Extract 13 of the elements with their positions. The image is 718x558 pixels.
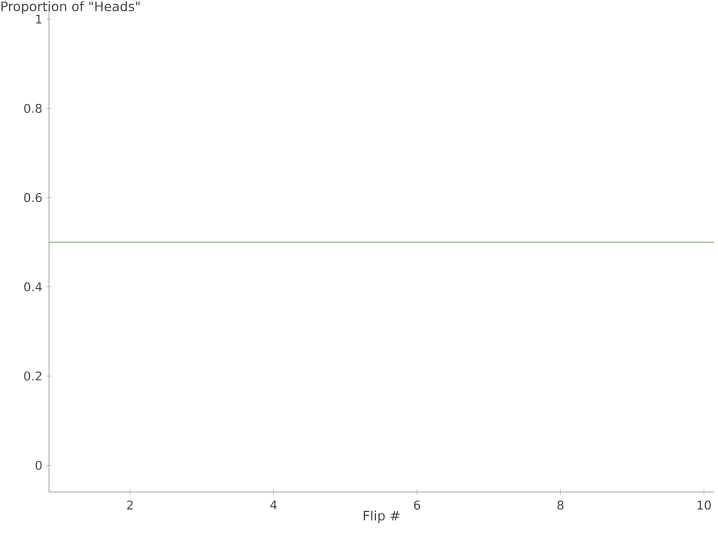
x-tick-label: 2 <box>127 500 133 510</box>
y-tick-label: 1 <box>36 14 42 24</box>
x-tick-label: 10 <box>698 500 711 510</box>
y-tick-label: 0.8 <box>24 104 42 113</box>
y-tick-label: 0 <box>36 460 42 470</box>
y-tick-label: 0.4 <box>24 282 42 292</box>
x-tick-label: 4 <box>270 500 277 510</box>
x-axis-title: Flip # <box>364 510 400 524</box>
x-tick-label: 8 <box>557 500 564 510</box>
y-tick-label: 0.2 <box>24 371 42 381</box>
x-tick-label: 6 <box>414 500 420 510</box>
y-tick-label: 0.6 <box>24 193 42 202</box>
y-axis-title: Proportion of "Heads" <box>1 1 140 14</box>
